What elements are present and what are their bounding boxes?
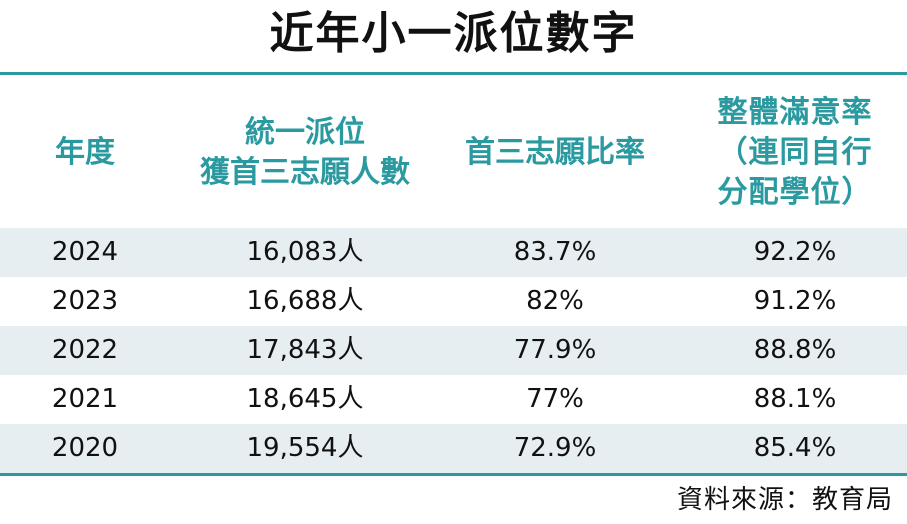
cell-overall-satisfaction: 92.2% bbox=[753, 237, 837, 267]
table-row: 2020 19,554人 72.9% 85.4% bbox=[0, 424, 907, 473]
cell-year: 2022 bbox=[51, 335, 119, 365]
cell-year: 2021 bbox=[51, 384, 119, 414]
cell-first-three-rate: 83.7% bbox=[513, 237, 597, 267]
table-bottom-rule bbox=[0, 473, 907, 476]
header-top-rule bbox=[0, 72, 907, 75]
table-row: 2022 17,843人 77.9% 88.8% bbox=[0, 326, 907, 375]
cell-overall-satisfaction: 88.8% bbox=[753, 335, 837, 365]
cell-first-three-rate: 82% bbox=[526, 286, 584, 316]
table-body: 2024 16,083人 83.7% 92.2% 2023 16,688人 82… bbox=[0, 228, 907, 473]
column-header-allocated-count: 統一派位 獲首三志願人數 bbox=[200, 115, 410, 190]
table-row: 2023 16,688人 82% 91.2% bbox=[0, 277, 907, 326]
cell-count: 16,083人 bbox=[246, 237, 364, 267]
table-header: 年度 統一派位 獲首三志願人數 首三志願比率 整體滿意率 （連同自行 分配學位） bbox=[0, 78, 907, 228]
cell-year: 2020 bbox=[51, 433, 119, 463]
cell-first-three-rate: 77% bbox=[526, 384, 584, 414]
cell-first-three-rate: 72.9% bbox=[513, 433, 597, 463]
cell-count: 16,688人 bbox=[246, 286, 364, 316]
cell-overall-satisfaction: 85.4% bbox=[753, 433, 837, 463]
cell-count: 18,645人 bbox=[246, 384, 364, 414]
cell-count: 17,843人 bbox=[246, 335, 364, 365]
cell-first-three-rate: 77.9% bbox=[513, 335, 597, 365]
cell-overall-satisfaction: 88.1% bbox=[753, 384, 837, 414]
column-header-first-three-rate: 首三志願比率 bbox=[465, 135, 645, 170]
source-note: 資料來源：教育局 bbox=[676, 485, 893, 515]
column-header-overall-satisfaction: 整體滿意率 （連同自行 分配學位） bbox=[717, 95, 873, 210]
column-header-year: 年度 bbox=[55, 135, 115, 170]
cell-year: 2023 bbox=[51, 286, 119, 316]
cell-year: 2024 bbox=[51, 237, 119, 267]
cell-count: 19,554人 bbox=[246, 433, 364, 463]
cell-overall-satisfaction: 91.2% bbox=[753, 286, 837, 316]
table-row: 2024 16,083人 83.7% 92.2% bbox=[0, 228, 907, 277]
page-title: 近年小一派位數字 bbox=[269, 8, 638, 59]
table-row: 2021 18,645人 77% 88.1% bbox=[0, 375, 907, 424]
